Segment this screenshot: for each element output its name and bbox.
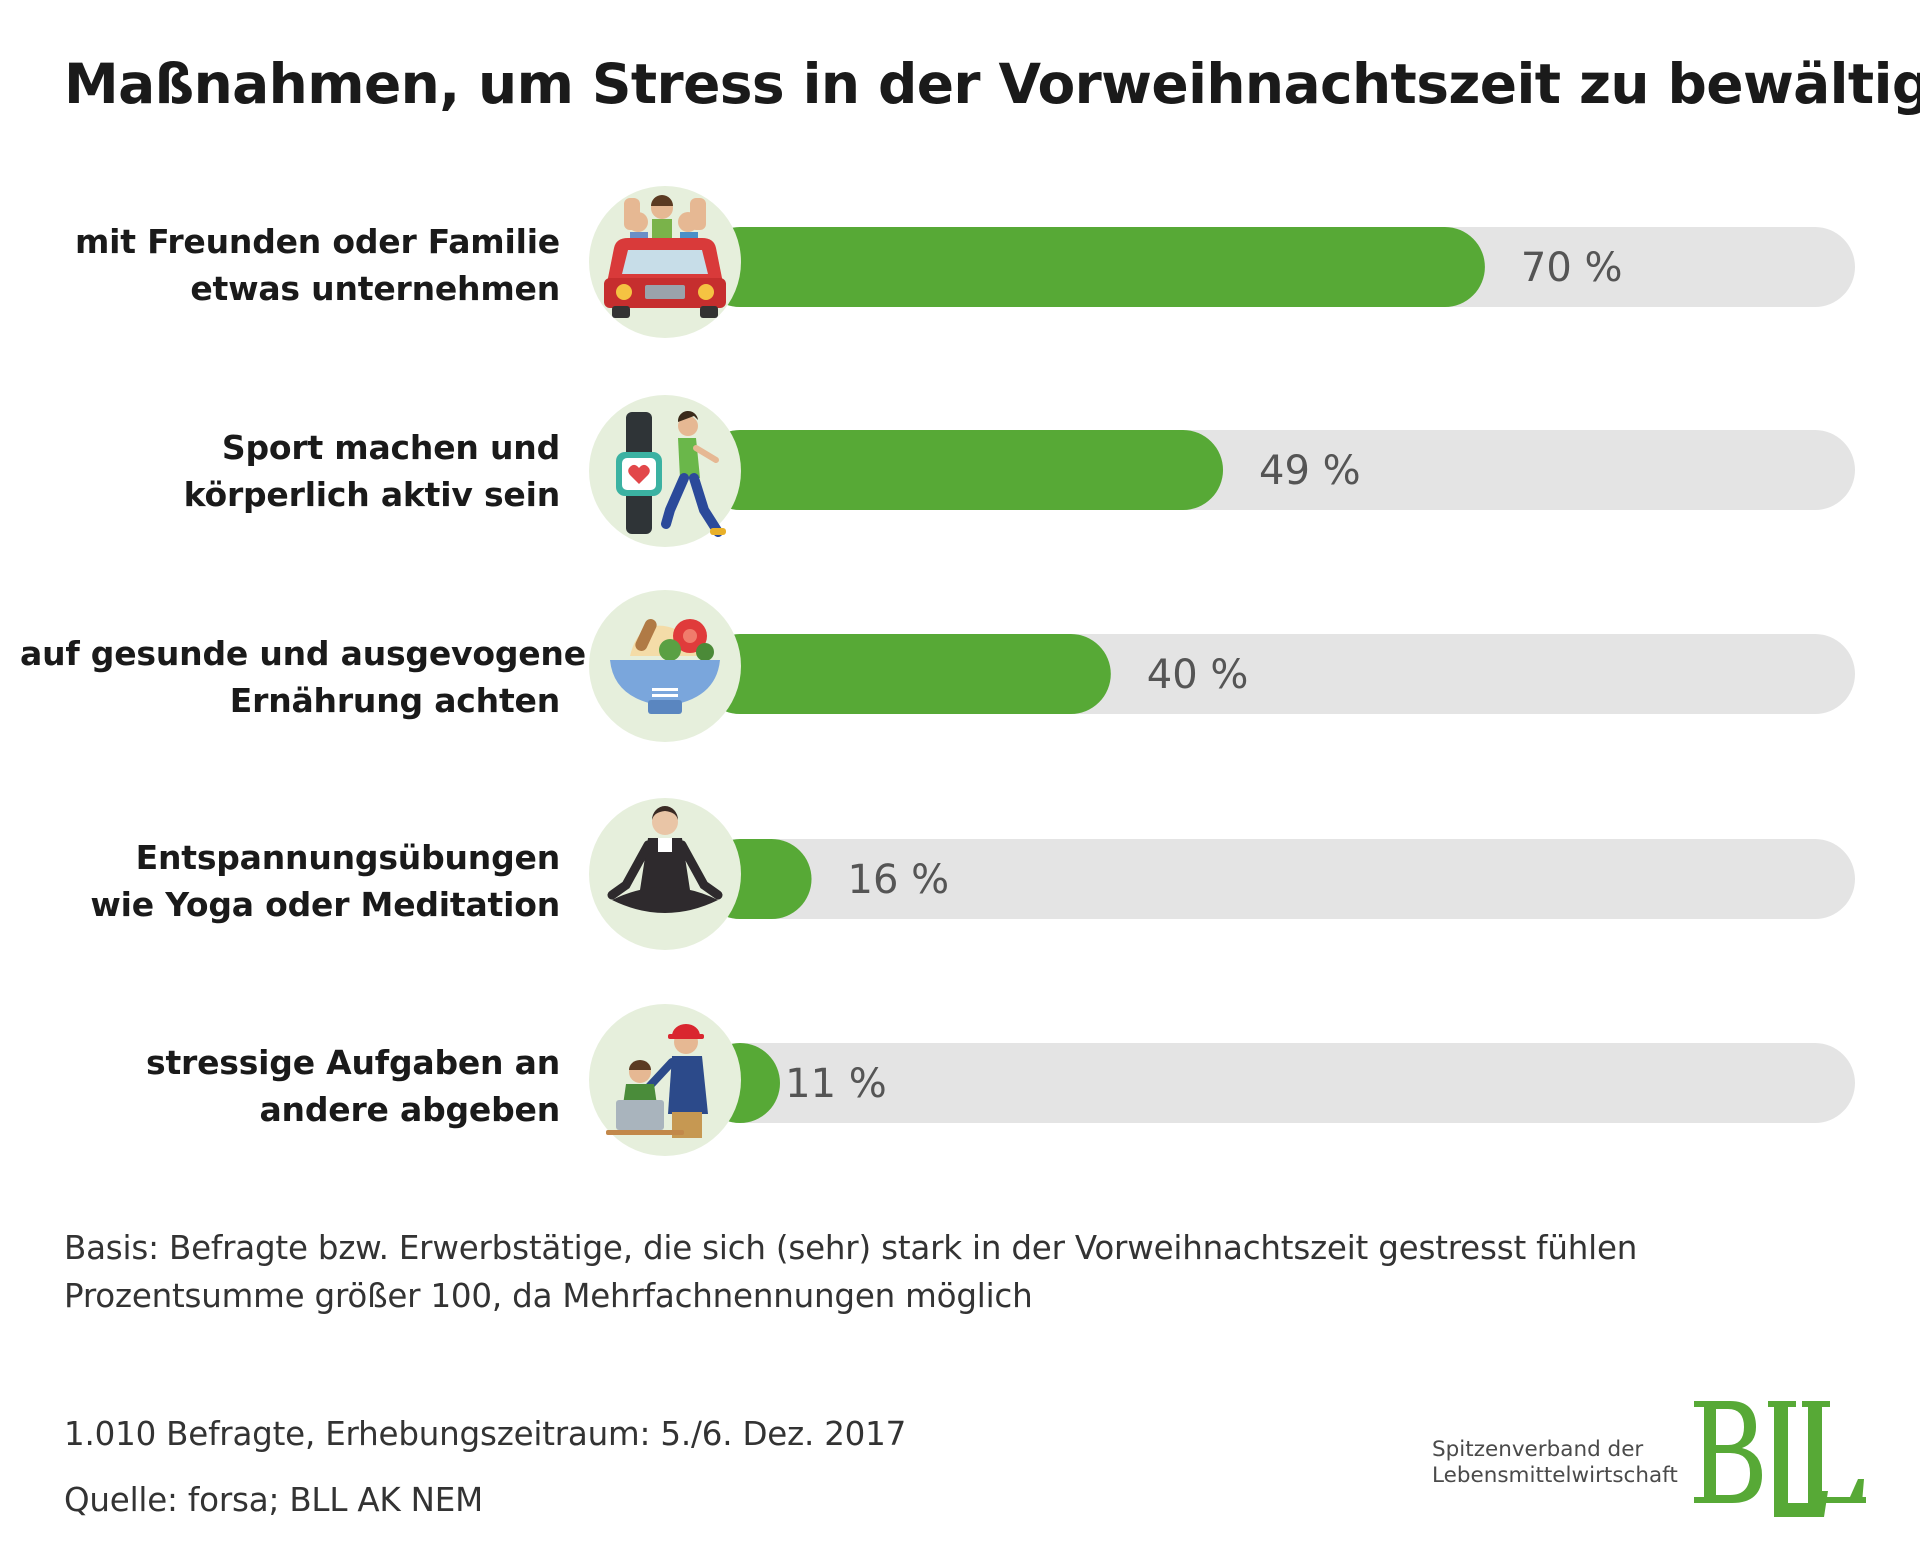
category-label-1-line2: etwas unternehmen bbox=[190, 269, 560, 308]
bll-logo bbox=[1694, 1401, 1866, 1517]
category-label-1: mit Freunden oder Familie etwas unterneh… bbox=[20, 218, 560, 312]
sample-note: 1.010 Befragte, Erhebungszeitraum: 5./6.… bbox=[64, 1415, 907, 1453]
healthy-food-bowl-icon bbox=[589, 590, 741, 742]
category-label-5-line2: andere abgeben bbox=[259, 1090, 560, 1129]
category-label-4-line2: wie Yoga oder Meditation bbox=[90, 885, 560, 924]
category-icons bbox=[589, 186, 741, 1156]
category-label-5-line1: stressige Aufgaben an bbox=[146, 1043, 560, 1082]
category-label-2: Sport machen und körperlich aktiv sein bbox=[20, 424, 561, 518]
bar-track-5 bbox=[700, 1043, 1855, 1123]
category-label-4: Entspannungsübungen wie Yoga oder Medita… bbox=[20, 834, 560, 928]
basis-note: Basis: Befragte bzw. Erwerbstätige, die … bbox=[64, 1229, 1638, 1267]
bar-3 bbox=[700, 634, 1111, 714]
friends-car-icon bbox=[589, 186, 741, 338]
category-label-1-line1: mit Freunden oder Familie bbox=[74, 222, 560, 261]
bar-1 bbox=[700, 227, 1485, 307]
category-label-5: stressige Aufgaben an andere abgeben bbox=[20, 1039, 560, 1133]
bar-2 bbox=[700, 430, 1224, 510]
value-label-3: 40 % bbox=[1147, 652, 1249, 698]
fitness-tracker-runner-icon bbox=[589, 395, 741, 547]
page-title: Maßnahmen, um Stress in der Vorweihnacht… bbox=[64, 52, 1920, 116]
bar-track-4 bbox=[700, 839, 1855, 919]
yoga-meditation-icon bbox=[589, 798, 741, 950]
category-label-3: auf gesunde und ausgevogene Ernährung ac… bbox=[20, 630, 586, 724]
value-labels: 70 % 49 % 40 % 16 % 11 % bbox=[785, 245, 1622, 1107]
value-label-2: 49 % bbox=[1259, 448, 1361, 494]
logo-tagline-line2: Lebensmittelwirtschaft bbox=[1432, 1463, 1678, 1488]
category-label-3-line1: auf gesunde und ausgevogene bbox=[20, 634, 586, 673]
category-label-3-line2: Ernährung achten bbox=[229, 681, 560, 720]
category-label-2-line2: körperlich aktiv sein bbox=[183, 475, 561, 514]
value-label-5: 11 % bbox=[785, 1061, 887, 1107]
category-label-2-line1: Sport machen und bbox=[221, 428, 560, 467]
value-label-1: 70 % bbox=[1521, 245, 1623, 291]
value-label-4: 16 % bbox=[848, 857, 950, 903]
source-note: Quelle: forsa; BLL AK NEM bbox=[64, 1481, 483, 1519]
delegate-task-icon bbox=[589, 1004, 741, 1156]
category-label-4-line1: Entspannungsübungen bbox=[135, 838, 561, 877]
logo-tagline: Spitzenverband der Lebensmittelwirtschaf… bbox=[1432, 1437, 1678, 1489]
percent-sum-note: Prozentsumme größer 100, da Mehrfachnenn… bbox=[64, 1277, 1033, 1315]
logo-tagline-line1: Spitzenverband der bbox=[1432, 1437, 1644, 1462]
